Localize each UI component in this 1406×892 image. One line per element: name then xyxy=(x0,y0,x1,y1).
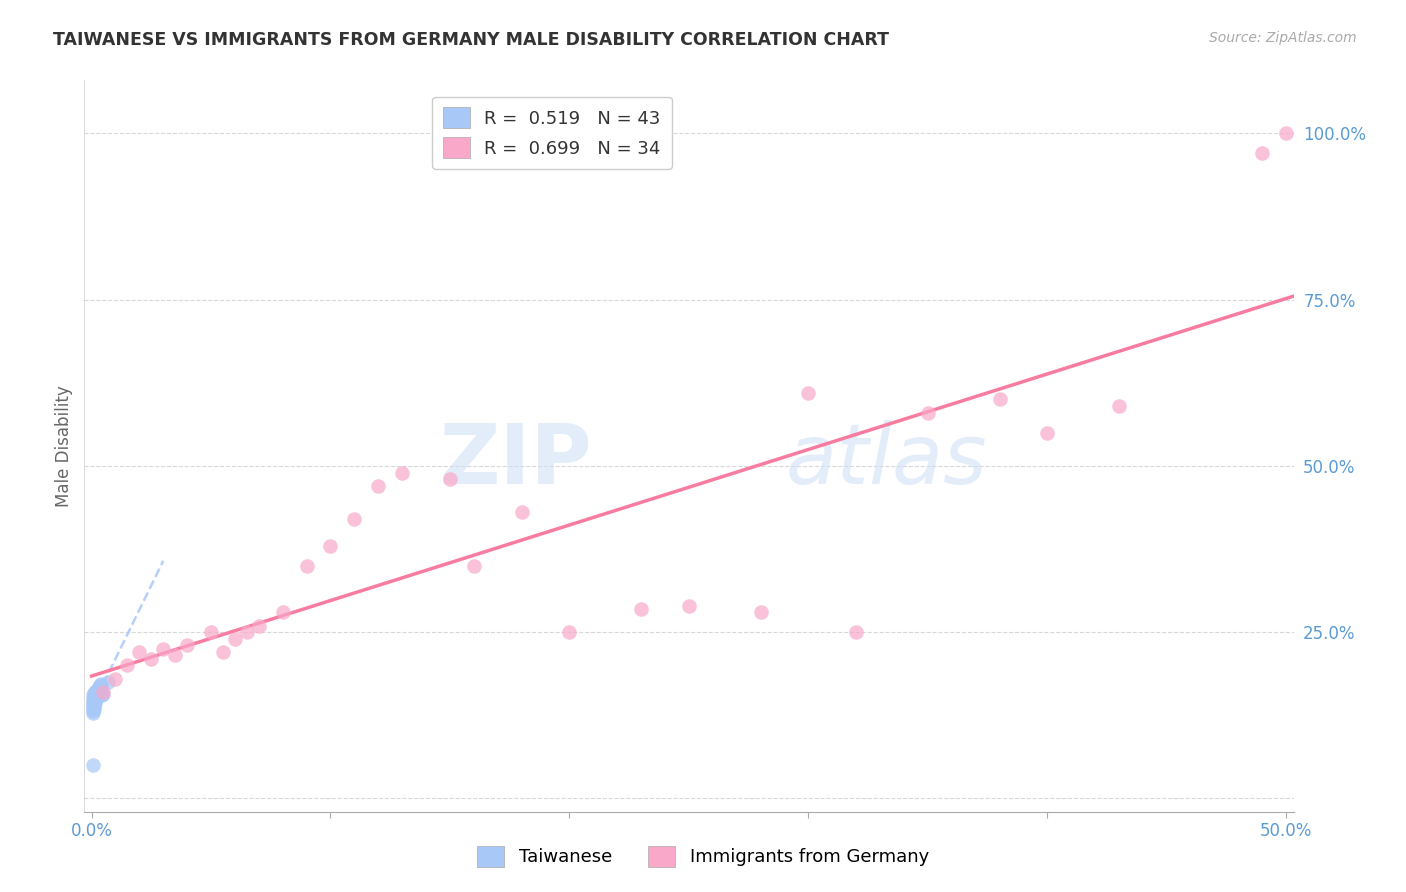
Point xyxy=(1251,146,1274,161)
Point xyxy=(236,625,259,640)
Point xyxy=(678,599,700,613)
Point xyxy=(176,639,198,653)
Point xyxy=(212,645,235,659)
Point xyxy=(89,678,111,692)
Point xyxy=(152,641,174,656)
Point xyxy=(84,690,107,705)
Point xyxy=(988,392,1011,407)
Point xyxy=(749,605,772,619)
Point xyxy=(87,680,110,694)
Legend: Taiwanese, Immigrants from Germany: Taiwanese, Immigrants from Germany xyxy=(470,838,936,874)
Point xyxy=(82,706,104,721)
Point xyxy=(86,687,108,701)
Point xyxy=(84,685,107,699)
Legend: R =  0.519   N = 43, R =  0.699   N = 34: R = 0.519 N = 43, R = 0.699 N = 34 xyxy=(432,96,672,169)
Point xyxy=(93,687,115,701)
Point xyxy=(91,689,114,703)
Point xyxy=(247,618,270,632)
Point xyxy=(165,648,187,663)
Point xyxy=(83,701,105,715)
Point xyxy=(83,686,105,700)
Point xyxy=(295,558,318,573)
Point xyxy=(82,699,104,714)
Point xyxy=(86,681,108,696)
Point xyxy=(917,406,939,420)
Point xyxy=(89,681,111,696)
Point xyxy=(82,696,104,710)
Point xyxy=(83,696,105,710)
Point xyxy=(82,758,104,772)
Point xyxy=(87,685,110,699)
Point xyxy=(90,677,112,691)
Point xyxy=(1275,127,1298,141)
Text: ZIP: ZIP xyxy=(440,420,592,501)
Point xyxy=(510,506,533,520)
Y-axis label: Male Disability: Male Disability xyxy=(55,385,73,507)
Point xyxy=(224,632,246,646)
Point xyxy=(439,472,461,486)
Point xyxy=(319,539,342,553)
Point xyxy=(797,385,820,400)
Point xyxy=(367,479,389,493)
Text: atlas: atlas xyxy=(786,420,987,501)
Point xyxy=(630,602,652,616)
Point xyxy=(84,690,107,705)
Point xyxy=(391,466,413,480)
Point xyxy=(87,683,110,698)
Point xyxy=(1036,425,1059,440)
Point xyxy=(82,698,104,712)
Point xyxy=(86,685,108,699)
Point xyxy=(84,696,107,710)
Point xyxy=(84,692,107,706)
Point xyxy=(1108,399,1130,413)
Point xyxy=(463,558,485,573)
Point xyxy=(104,672,127,686)
Point xyxy=(93,685,115,699)
Point xyxy=(83,698,105,712)
Point xyxy=(84,689,107,703)
Point xyxy=(83,699,105,714)
Point xyxy=(86,689,108,703)
Point xyxy=(83,694,105,708)
Point xyxy=(97,675,120,690)
Point xyxy=(82,694,104,708)
Point xyxy=(82,704,104,718)
Point xyxy=(200,625,222,640)
Point xyxy=(117,658,139,673)
Point xyxy=(82,701,104,715)
Point xyxy=(845,625,868,640)
Point xyxy=(90,680,112,694)
Point xyxy=(83,691,105,706)
Point xyxy=(84,692,107,706)
Point xyxy=(82,691,104,706)
Point xyxy=(84,689,107,703)
Point xyxy=(128,645,150,659)
Point xyxy=(141,652,163,666)
Text: Source: ZipAtlas.com: Source: ZipAtlas.com xyxy=(1209,31,1357,45)
Text: TAIWANESE VS IMMIGRANTS FROM GERMANY MALE DISABILITY CORRELATION CHART: TAIWANESE VS IMMIGRANTS FROM GERMANY MAL… xyxy=(53,31,890,49)
Point xyxy=(82,689,104,703)
Point xyxy=(84,683,107,698)
Point xyxy=(343,512,366,526)
Point xyxy=(83,690,105,704)
Point xyxy=(271,605,294,619)
Point xyxy=(84,686,107,700)
Point xyxy=(558,625,581,640)
Point xyxy=(84,694,107,708)
